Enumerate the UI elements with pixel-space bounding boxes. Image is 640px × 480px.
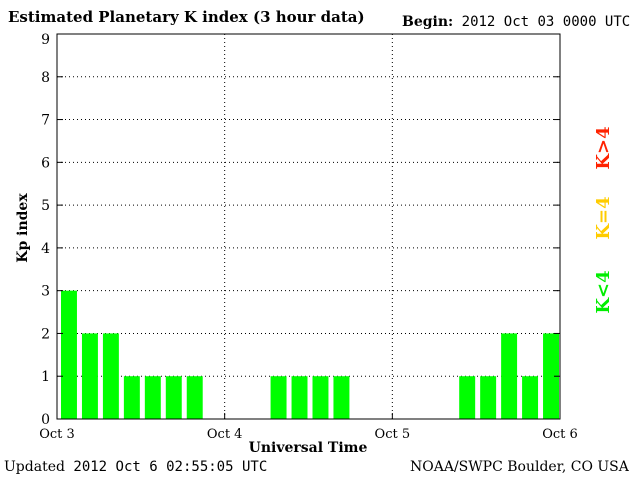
- y-tick-label: 1: [41, 369, 50, 385]
- bar: [522, 376, 539, 419]
- y-tick-label: 7: [41, 113, 50, 129]
- chart-title: Estimated Planetary K index (3 hour data…: [8, 8, 365, 26]
- legend-item: K>4: [593, 126, 614, 169]
- updated-timestamp: Updated 2012 Oct 6 02:55:05 UTC: [4, 459, 267, 475]
- bar: [312, 376, 329, 419]
- bar: [270, 376, 287, 419]
- bar: [165, 376, 182, 419]
- legend-item: K<4: [593, 270, 614, 313]
- bar: [459, 376, 476, 419]
- bar: [123, 376, 140, 419]
- begin-value: 2012 Oct 03 0000 UTC: [461, 14, 631, 30]
- y-axis-label: Kp index: [15, 193, 31, 263]
- bar: [102, 333, 119, 419]
- bars: [61, 290, 559, 419]
- y-tick-label: 5: [41, 198, 50, 214]
- bar: [291, 376, 308, 419]
- x-tick-label: Oct 6: [542, 427, 578, 442]
- bar: [480, 376, 497, 419]
- grid: [57, 34, 560, 419]
- bar: [333, 376, 350, 419]
- x-axis-label: Universal Time: [249, 440, 368, 456]
- y-tick-label: 0: [41, 412, 50, 428]
- y-tick-label: 2: [41, 326, 50, 342]
- updated-value: 2012 Oct 6 02:55:05 UTC: [73, 459, 268, 475]
- updated-label: Updated: [4, 459, 65, 475]
- begin-date: Begin: 2012 Oct 03 0000 UTC: [402, 14, 630, 30]
- bar: [81, 333, 98, 419]
- bar: [186, 376, 203, 419]
- y-tick-label: 4: [41, 241, 50, 257]
- plot-frame: [56, 33, 561, 420]
- bar: [144, 376, 161, 419]
- x-tick-label: Oct 3: [39, 427, 75, 442]
- x-tick-label: Oct 5: [375, 427, 411, 442]
- bar: [501, 333, 518, 419]
- y-tick-label: 6: [41, 155, 50, 171]
- y-tick-label: 9: [41, 32, 50, 48]
- begin-label: Begin:: [402, 14, 454, 30]
- bar: [61, 290, 77, 419]
- credit-text: NOAA/SWPC Boulder, CO USA: [410, 459, 629, 475]
- x-tick-label: Oct 4: [207, 427, 243, 442]
- bar: [543, 333, 559, 419]
- y-tick-label: 3: [41, 284, 50, 300]
- y-tick-label: 8: [41, 70, 50, 86]
- x-axis: Oct 3 Oct 4 Oct 5 Oct 6: [39, 413, 578, 442]
- legend-item: K=4: [593, 196, 614, 239]
- legend: K<4 K=4 K>4: [593, 126, 614, 313]
- y-axis: 0 1 2 3 4 5 6 7 8 9: [41, 32, 560, 428]
